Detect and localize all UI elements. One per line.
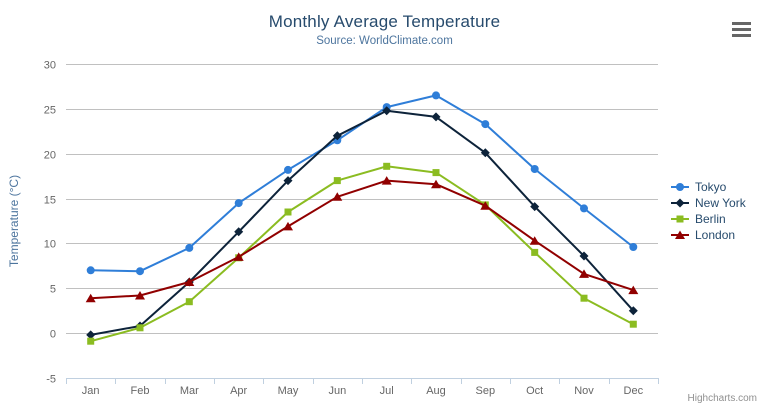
y-axis-label: 30 xyxy=(44,60,56,72)
point-berlin xyxy=(383,162,391,170)
point-london xyxy=(135,291,145,300)
point-london xyxy=(332,192,343,201)
y-axis-label: 5 xyxy=(50,284,56,296)
point-tokyo xyxy=(629,243,638,251)
y-axis-label: 10 xyxy=(44,239,56,251)
point-london xyxy=(85,293,96,303)
point-berlin xyxy=(185,298,193,306)
series-line-berlin[interactable] xyxy=(89,165,635,343)
point-new-york xyxy=(234,227,244,237)
point-tokyo xyxy=(185,243,194,252)
square-marker-icon xyxy=(676,215,684,223)
x-axis-label: Oct xyxy=(526,385,543,397)
x-axis-label: Sep xyxy=(476,385,496,397)
series-line-tokyo[interactable] xyxy=(89,94,635,273)
x-axis-label: Nov xyxy=(574,385,594,397)
point-london xyxy=(480,201,491,210)
diamond-marker-icon xyxy=(675,198,685,208)
x-axis: Jan Feb Mar Apr May Jun Jul Aug Sep Oct Nov Dec xyxy=(66,378,659,397)
circle-marker-icon xyxy=(671,183,689,191)
legend-item-berlin[interactable]: Berlin xyxy=(670,211,746,227)
point-tokyo xyxy=(284,165,292,174)
point-london xyxy=(184,277,195,286)
series-tokyo[interactable] xyxy=(86,91,638,276)
x-axis-label: Jul xyxy=(380,385,394,397)
x-axis-label: Aug xyxy=(426,385,446,397)
point-london xyxy=(529,236,540,245)
point-tokyo xyxy=(136,267,144,276)
point-new-york xyxy=(332,131,342,141)
y-axis-label: 15 xyxy=(44,195,56,207)
point-new-york xyxy=(579,251,589,261)
y-axis-label: 0 xyxy=(50,329,56,341)
hamburger-icon xyxy=(732,28,751,31)
x-axis-label: Mar xyxy=(180,385,199,397)
point-new-york xyxy=(480,148,490,158)
series-line-new-york[interactable] xyxy=(89,109,635,336)
point-london xyxy=(431,179,441,189)
point-london xyxy=(381,176,392,185)
legend-item-tokyo[interactable]: Tokyo xyxy=(670,179,746,195)
y-axis-label: 25 xyxy=(44,105,56,117)
chart-title: Monthly Average Temperature xyxy=(268,12,501,31)
circle-marker-icon xyxy=(676,183,684,191)
triangle-marker-icon xyxy=(675,230,685,239)
point-tokyo xyxy=(481,120,490,129)
y-axis-label: 20 xyxy=(44,150,56,162)
point-tokyo xyxy=(580,204,588,213)
point-new-york xyxy=(86,330,96,340)
point-berlin xyxy=(87,337,95,345)
point-new-york xyxy=(283,176,293,186)
hamburger-icon xyxy=(732,34,751,37)
legend-label-berlin: Berlin xyxy=(695,212,726,226)
point-new-york xyxy=(628,306,638,316)
point-london xyxy=(233,252,244,261)
point-tokyo xyxy=(86,266,95,275)
x-axis-label: Apr xyxy=(230,385,247,397)
x-axis-label: Jun xyxy=(328,385,346,397)
point-london xyxy=(628,285,639,295)
diamond-marker-icon xyxy=(671,198,689,208)
triangle-marker-icon xyxy=(671,230,689,239)
y-axis-labels: -5 0 5 10 15 20 25 30 xyxy=(44,60,56,386)
point-tokyo xyxy=(530,165,539,173)
point-new-york xyxy=(431,112,441,122)
point-berlin xyxy=(531,248,539,256)
hamburger-icon xyxy=(732,22,751,25)
x-axis-label: Jan xyxy=(82,385,100,397)
point-new-york xyxy=(382,106,392,116)
legend-label-new-york: New York xyxy=(695,196,746,210)
point-berlin xyxy=(432,169,440,177)
series-london[interactable] xyxy=(85,176,639,303)
y-axis-label: -5 xyxy=(46,374,56,386)
legend: Tokyo New York Berlin London xyxy=(670,179,746,243)
point-new-york xyxy=(530,202,540,212)
series-new-york[interactable] xyxy=(86,106,638,340)
point-berlin xyxy=(629,320,637,328)
legend-label-tokyo: Tokyo xyxy=(695,180,727,194)
point-berlin xyxy=(136,324,144,332)
x-axis-label: Feb xyxy=(131,385,150,397)
point-london xyxy=(283,221,293,231)
point-berlin xyxy=(580,294,588,302)
point-tokyo xyxy=(432,91,440,100)
series-line-london[interactable] xyxy=(89,179,635,300)
legend-item-new-york[interactable]: New York xyxy=(670,195,746,211)
credits-link[interactable]: Highcharts.com xyxy=(687,393,757,404)
legend-label-london: London xyxy=(695,228,736,242)
context-menu-button[interactable] xyxy=(732,22,751,38)
x-axis-label: May xyxy=(278,385,299,397)
point-london xyxy=(579,269,589,278)
point-tokyo xyxy=(234,199,243,208)
legend-item-london[interactable]: London xyxy=(670,227,746,243)
gridlines xyxy=(66,64,658,379)
chart-subtitle: Source: WorldClimate.com xyxy=(316,35,453,47)
point-berlin xyxy=(333,177,341,185)
x-axis-label: Dec xyxy=(624,385,644,397)
point-berlin xyxy=(284,208,292,216)
square-marker-icon xyxy=(671,215,689,223)
